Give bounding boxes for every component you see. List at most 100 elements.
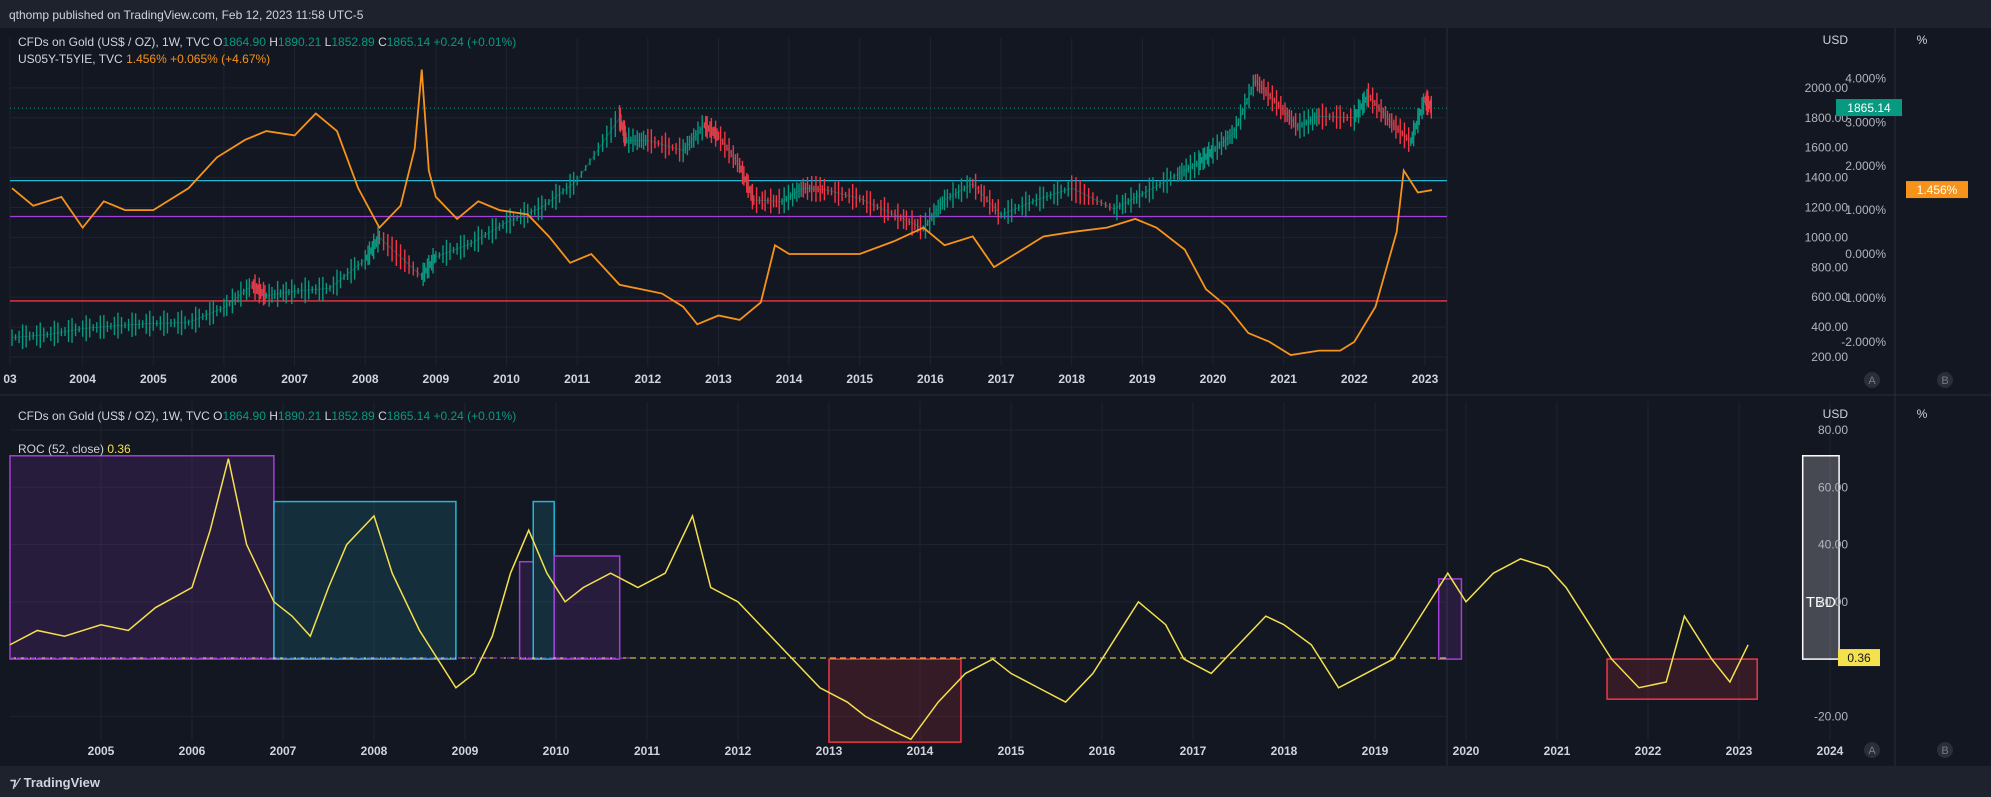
corner-b-button-2	[1937, 742, 1953, 758]
low-value-2: 1852.89	[331, 409, 375, 423]
chart-canvas[interactable]: TBD 200.00 400.00 600.00 800.00 1000.00 1200.…	[0, 0, 1991, 766]
change-value-2: +0.24 (+0.01%)	[433, 409, 517, 423]
bottom-x-tick-label: 2020	[1453, 744, 1480, 758]
usd-tick-label: 200.00	[1811, 350, 1848, 364]
roc-box-purple	[553, 555, 621, 660]
corner-a-label-2: A	[1868, 745, 1876, 757]
roc-label: ROC (52, close)	[18, 442, 105, 456]
price-badge-label: 1865.14	[1847, 101, 1891, 115]
brand-label: TradingView	[23, 775, 100, 790]
bottom-x-tick-label: 2007	[270, 744, 297, 758]
bottom-x-tick-label: 2006	[179, 744, 206, 758]
roc-tick-label: 60.00	[1818, 480, 1848, 494]
yield-symbol-label: US05Y-T5YIE, TVC	[18, 52, 123, 66]
bottom-x-tick-label: 2011	[634, 744, 660, 758]
top-x-tick-label: 2021	[1270, 372, 1297, 386]
usd-tick-label: 800.00	[1811, 260, 1848, 274]
bottom-x-tick-label: 2019	[1362, 744, 1389, 758]
bottom-x-tick-label: 2021	[1544, 744, 1571, 758]
top-x-tick-label: 2014	[776, 372, 803, 386]
top-x-tick-label: 2008	[352, 372, 379, 386]
top-x-tick-label: 2015	[846, 372, 873, 386]
bottom-x-tick-label: 2008	[361, 744, 388, 758]
usd-tick-label: 2000.00	[1805, 81, 1849, 95]
close-value: 1865.14	[386, 35, 431, 49]
corner-b-button	[1937, 372, 1953, 388]
high-label-2: H	[269, 409, 278, 423]
top-x-tick-label: 2019	[1129, 372, 1156, 386]
open-label: O	[213, 35, 223, 49]
pct-tick-label: 1.000%	[1845, 203, 1886, 217]
pct-unit-label: %	[1917, 33, 1928, 47]
bottom-x-tick-label: 2014	[907, 744, 934, 758]
bottom-x-tick-label: 2012	[725, 744, 752, 758]
top-x-tick-label: 2012	[634, 372, 661, 386]
corner-a-button	[1864, 372, 1880, 388]
bottom-x-tick-label: 2022	[1635, 744, 1662, 758]
open-label-2: O	[213, 409, 223, 423]
top-x-tick-label: 2006	[211, 372, 238, 386]
gold-symbol-label-2: CFDs on Gold (US$ / OZ), 1W, TVC	[18, 409, 210, 423]
top-x-tick-label: 2005	[140, 372, 167, 386]
corner-b-label-2: B	[1941, 745, 1948, 757]
yield-series-line	[11, 69, 1433, 356]
gold-symbol-label: CFDs on Gold (US$ / OZ), 1W, TVC	[18, 35, 210, 49]
bottom-x-tick-label: 2010	[543, 744, 570, 758]
tbd-label: TBD	[1806, 594, 1836, 611]
close-label: C	[378, 35, 387, 49]
roc-tick-label: 20.00	[1818, 595, 1848, 609]
pct-tick-label: -2.000%	[1841, 335, 1886, 349]
roc-box-purple	[518, 560, 534, 660]
usd-tick-label: 400.00	[1811, 320, 1848, 334]
pane-separator	[0, 366, 1991, 402]
publish-bar: qthomp published on TradingView.com, Feb…	[0, 0, 1991, 28]
roc-badge	[1838, 649, 1880, 667]
usd-tick-label: 1400.00	[1805, 171, 1849, 185]
usd-tick-label: 1600.00	[1805, 141, 1849, 155]
top-x-tick-label: 2010	[493, 372, 520, 386]
footer: ⁊⁄ TradingView	[0, 766, 1991, 797]
roc-tick-label: 80.00	[1818, 423, 1848, 437]
low-label-2: L	[324, 409, 332, 423]
gold-series-line	[11, 79, 1433, 338]
high-label: H	[269, 35, 278, 49]
roc-box-cyan	[273, 500, 457, 660]
top-x-tick-label: 2017	[988, 372, 1015, 386]
yield-badge	[1906, 181, 1968, 199]
top-x-tick-label: 2009	[423, 372, 450, 386]
pct-tick-label: 2.000%	[1845, 159, 1886, 173]
yield-value: 1.456%	[126, 52, 167, 66]
top-x-tick-label: 2022	[1341, 372, 1368, 386]
roc-box-red	[1606, 658, 1758, 700]
usd-tick-label: 600.00	[1811, 290, 1848, 304]
bottom-legend-gold[interactable]: CFDs on Gold (US$ / OZ), 1W, TVC O1864.9…	[18, 409, 516, 423]
bottom-x-tick-label: 2017	[1180, 744, 1207, 758]
corner-a-button-2	[1864, 742, 1880, 758]
bottom-x-tick-label: 2023	[1726, 744, 1753, 758]
roc-box-red	[828, 658, 962, 743]
open-value-2: 1864.90	[222, 409, 266, 423]
roc-value: 0.36	[107, 442, 131, 456]
change-value: +0.24 (+0.01%)	[433, 35, 517, 49]
price-badge	[1836, 99, 1902, 117]
top-legend-gold[interactable]: CFDs on Gold (US$ / OZ), 1W, TVC O1864.9…	[18, 35, 516, 49]
bottom-x-tick-label: 2024	[1817, 744, 1844, 758]
open-value: 1864.90	[222, 35, 266, 49]
roc-box-purple	[1437, 578, 1463, 660]
usd-tick-label: 1000.00	[1805, 230, 1849, 244]
tradingview-logo[interactable]: ⁊⁄ TradingView	[10, 775, 100, 791]
roc-box-white	[1801, 455, 1840, 660]
bottom-x-tick-label: 2018	[1271, 744, 1298, 758]
usd-tick-label: 1200.00	[1805, 201, 1849, 215]
bottom-usd-unit-label: USD	[1823, 407, 1849, 421]
high-value: 1890.21	[277, 35, 322, 49]
roc-tick-label: -20.00	[1814, 709, 1848, 723]
close-label-2: C	[378, 409, 387, 423]
yield-change: +0.065% (+4.67%)	[170, 52, 271, 66]
yield-badge-label: 1.456%	[1917, 183, 1958, 197]
top-legend-yield[interactable]: US05Y-T5YIE, TVC 1.456% +0.065% (+4.67%)	[18, 52, 270, 66]
high-value-2: 1890.21	[277, 409, 322, 423]
top-x-tick-label: 2004	[69, 372, 96, 386]
pct-tick-label: -1.000%	[1841, 291, 1886, 305]
roc-legend[interactable]: ROC (52, close) 0.36	[18, 442, 131, 456]
